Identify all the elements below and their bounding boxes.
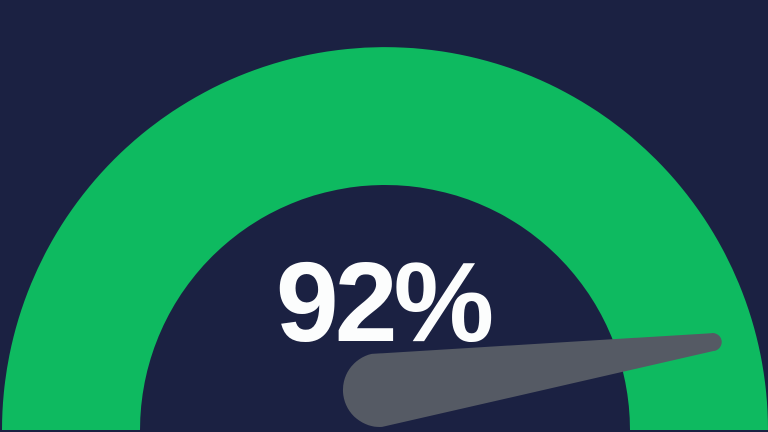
gauge-needle [342,333,722,427]
gauge-value-label: 92% [276,239,492,365]
gauge-arc-track [2,47,768,430]
